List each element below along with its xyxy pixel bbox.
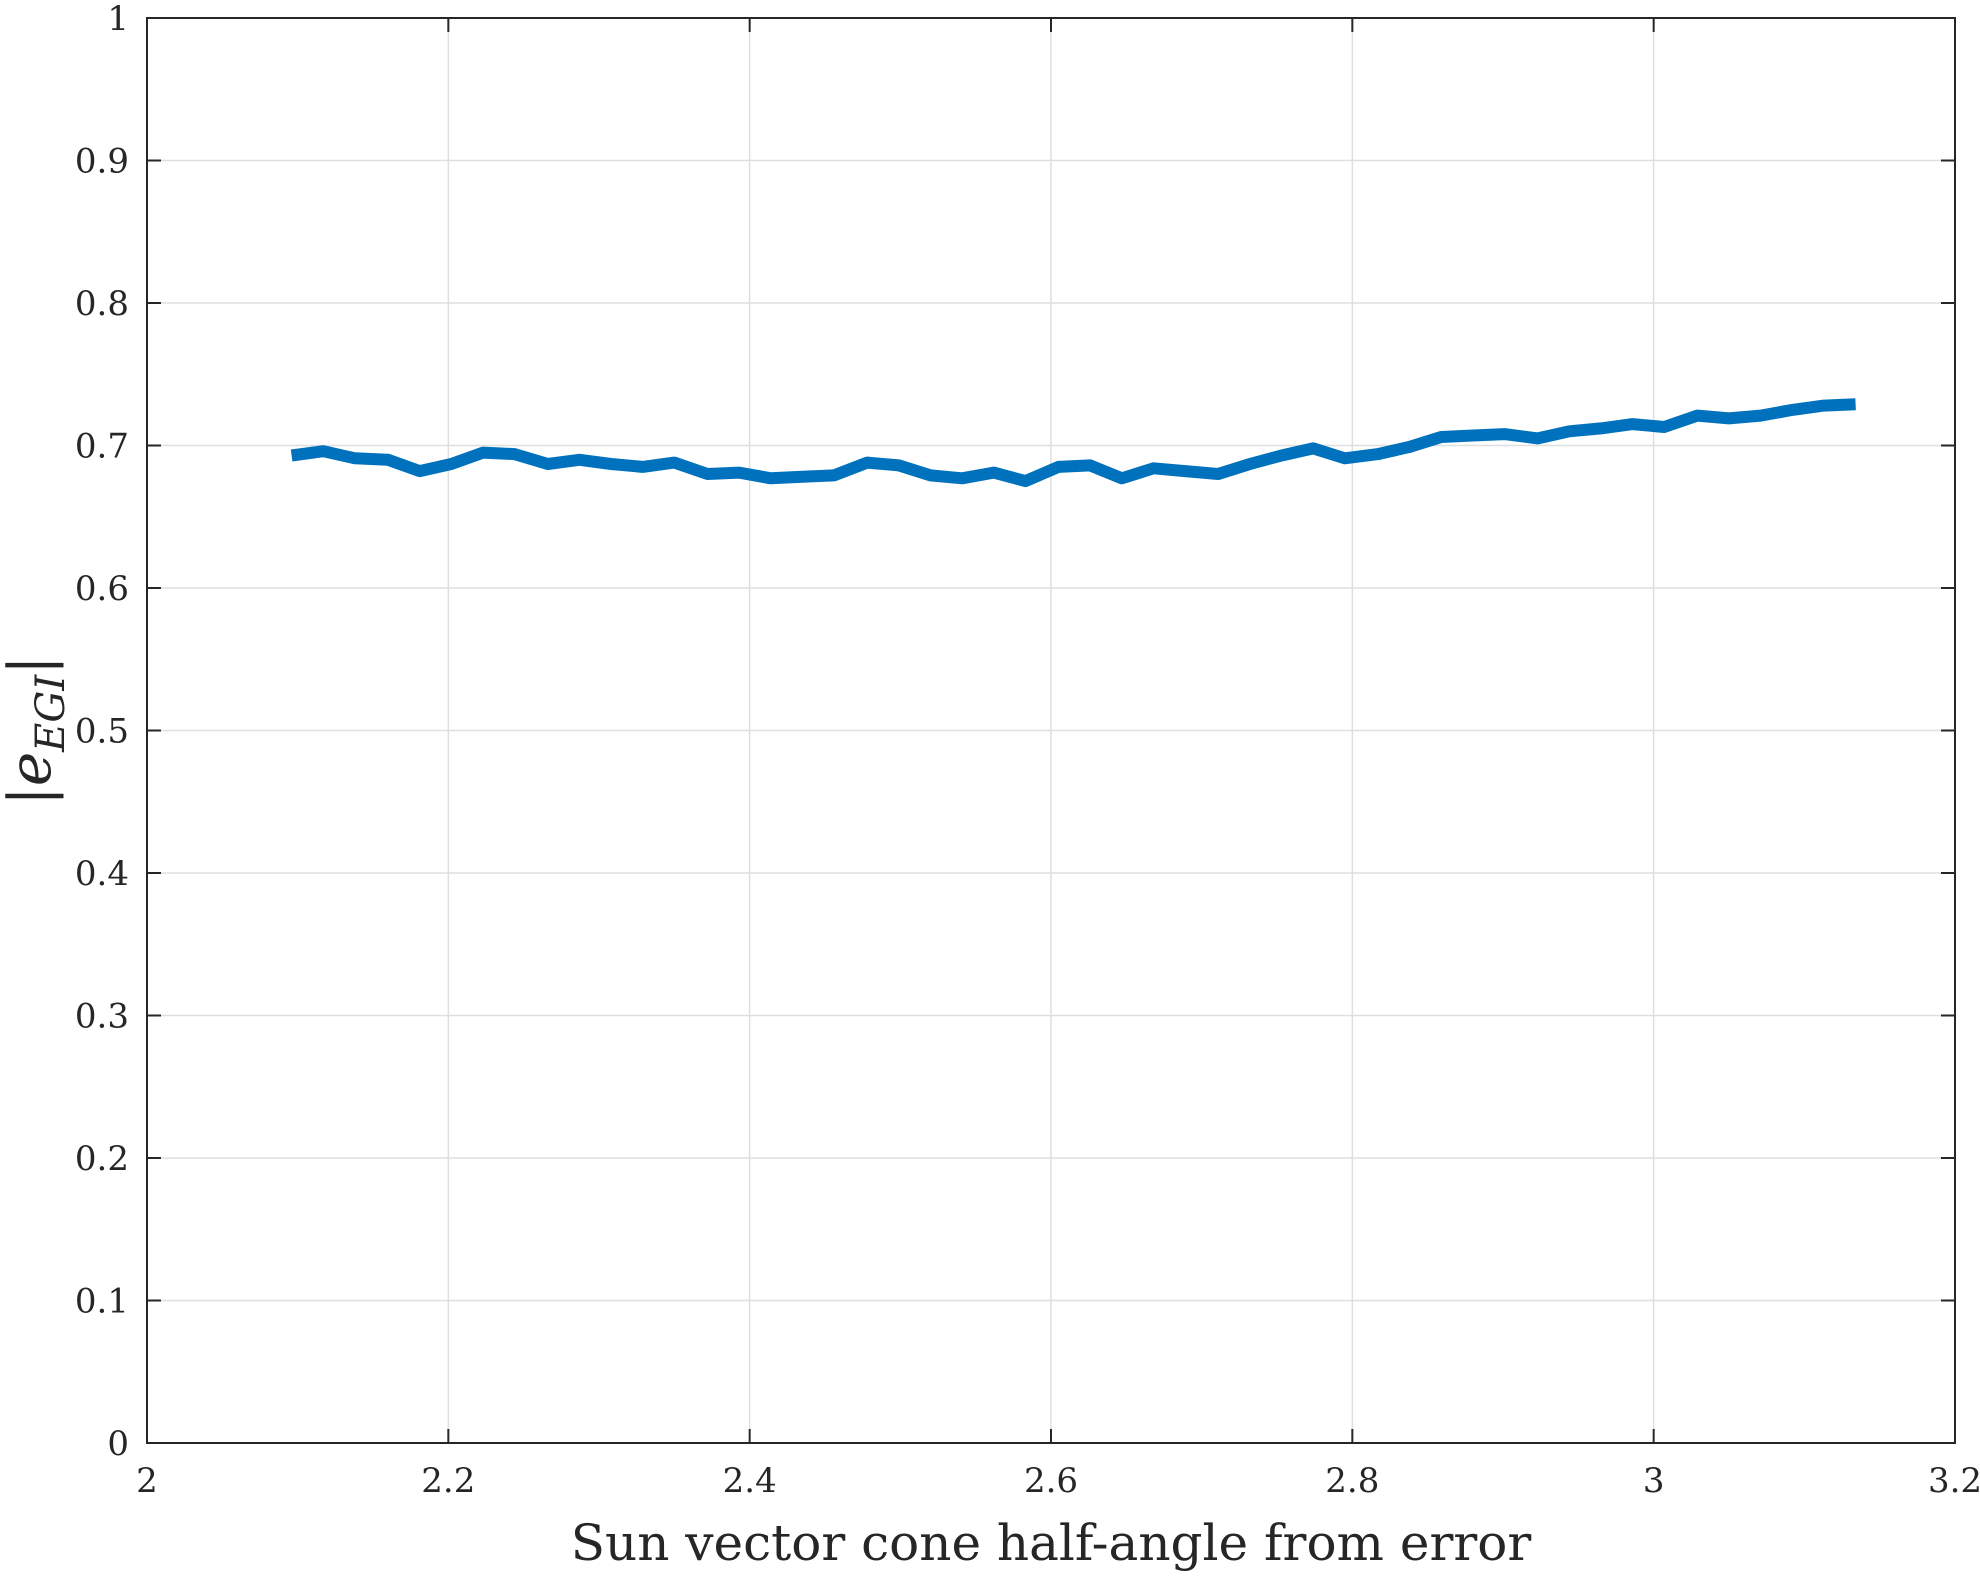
y-label-close: | xyxy=(0,655,64,675)
x-tick-labels: 2 2.2 2.4 2.6 2.8 3 3.2 xyxy=(136,1461,1980,1501)
plot-area xyxy=(290,398,1856,488)
y-tick-label: 0.4 xyxy=(75,854,129,894)
y-tick-label: 1 xyxy=(107,0,129,39)
y-tick-label: 0.5 xyxy=(75,712,129,752)
y-label-open: | xyxy=(0,786,64,806)
y-tick-label: 0.1 xyxy=(75,1282,129,1322)
y-tick-labels: 0 0.1 0.2 0.3 0.4 0.5 0.6 0.7 0.8 0.9 1 xyxy=(75,0,129,1464)
x-tick-label: 3.2 xyxy=(1928,1461,1980,1501)
x-tick-label: 2.4 xyxy=(723,1461,777,1501)
y-tick-label: 0.8 xyxy=(75,284,129,324)
y-label-sub: EGI xyxy=(28,674,74,753)
y-tick-label: 0.9 xyxy=(75,142,129,182)
y-label-main: e xyxy=(0,752,64,786)
series-line xyxy=(290,398,1856,488)
x-axis-label: Sun vector cone half-angle from error xyxy=(571,1514,1532,1572)
y-tick-label: 0 xyxy=(107,1424,129,1464)
y-tick-label: 0.3 xyxy=(75,997,129,1037)
grid xyxy=(147,18,1955,1443)
y-tick-label: 0.6 xyxy=(75,569,129,609)
tick-marks xyxy=(146,17,1956,1444)
y-tick-label: 0.7 xyxy=(75,427,129,467)
x-tick-label: 2.8 xyxy=(1325,1461,1379,1501)
x-tick-label: 3 xyxy=(1643,1461,1665,1501)
y-tick-label: 0.2 xyxy=(75,1139,129,1179)
x-tick-label: 2 xyxy=(136,1461,158,1501)
x-tick-label: 2.2 xyxy=(421,1461,475,1501)
y-axis-label: |eEGI| xyxy=(0,655,74,805)
x-tick-label: 2.6 xyxy=(1024,1461,1078,1501)
